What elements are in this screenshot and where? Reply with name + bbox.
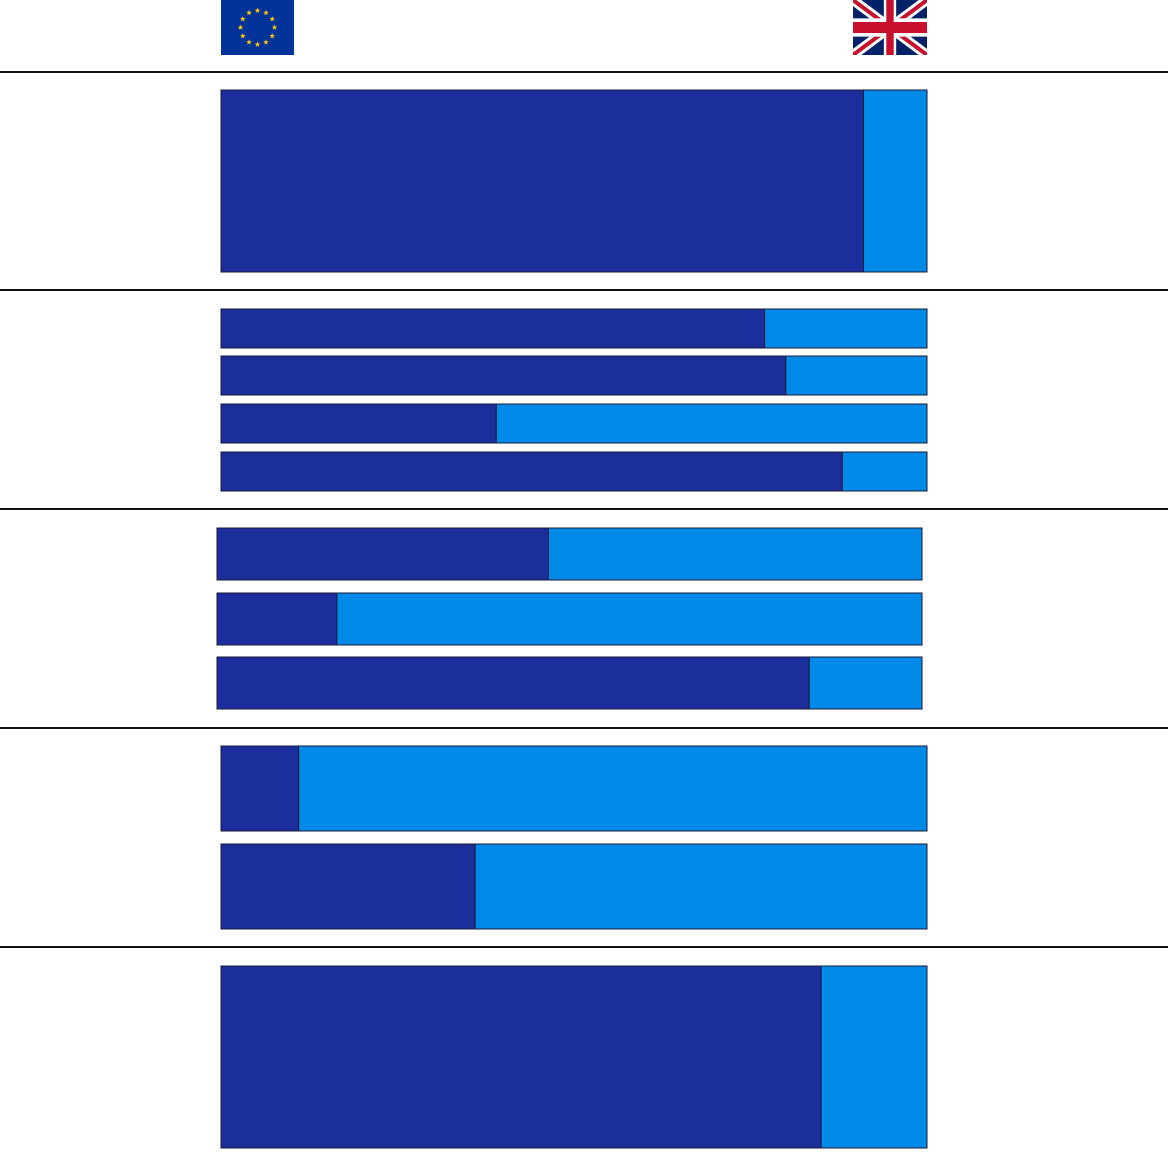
star	[263, 9, 269, 16]
bar-segment	[820, 965, 928, 1149]
uk-flag	[853, 0, 927, 55]
bar-segment	[220, 843, 476, 930]
bar-segment	[474, 843, 928, 930]
bar-segment	[220, 451, 843, 492]
bar-segment	[336, 592, 923, 646]
bar-segment	[808, 656, 923, 710]
bar-segment	[785, 355, 928, 396]
bar-segment	[216, 592, 338, 646]
star	[271, 24, 278, 30]
bar-segment	[220, 308, 766, 349]
bar-segment	[220, 355, 787, 396]
bar-segment	[764, 308, 928, 349]
bar-segment	[547, 527, 923, 581]
bar-segment	[220, 89, 864, 273]
star	[269, 16, 276, 22]
star	[246, 39, 252, 45]
bar-segment	[220, 403, 497, 444]
bar-segment	[495, 403, 928, 444]
bar-segment	[220, 745, 300, 832]
bar-segment	[220, 965, 822, 1149]
star	[254, 41, 261, 47]
star	[246, 9, 252, 16]
bar-segment	[298, 745, 928, 832]
star	[254, 7, 261, 13]
bar-segment	[841, 451, 928, 492]
eu-flag	[221, 0, 294, 55]
bar-segment	[216, 656, 810, 710]
star	[237, 24, 244, 30]
star	[269, 33, 276, 39]
star	[239, 16, 246, 22]
bar-segment	[216, 527, 549, 581]
bar-segment	[862, 89, 928, 273]
star	[263, 39, 269, 45]
star	[239, 33, 246, 39]
